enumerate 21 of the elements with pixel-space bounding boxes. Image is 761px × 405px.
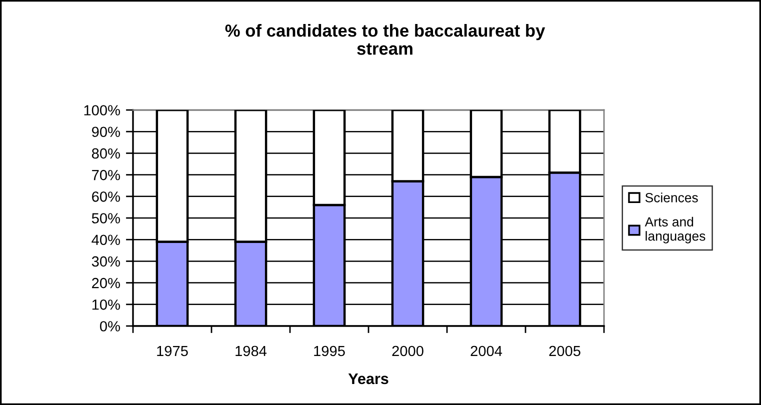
y-tick-label: 90% <box>92 126 120 138</box>
y-tick-label: 60% <box>92 192 120 202</box>
y-tick-label: 40% <box>92 234 120 246</box>
y-tick-label: 80% <box>92 148 120 159</box>
x-tick-label: 2005 <box>549 346 580 356</box>
y-tick-label: 100% <box>84 105 120 116</box>
x-tick-label: 2004 <box>470 346 502 356</box>
x-tick-label: 2000 <box>392 346 424 356</box>
legend-label: Sciences <box>645 192 698 202</box>
y-tick-label: 70% <box>92 170 120 180</box>
x-axis-title: Years <box>348 373 388 384</box>
y-tick-label: 10% <box>92 300 120 310</box>
x-tick-label: 1975 <box>157 346 188 356</box>
y-tick-label: 20% <box>92 278 120 288</box>
x-tick-label: 1984 <box>236 346 267 356</box>
y-tick-label: 50% <box>92 213 120 224</box>
legend-label: Arts and languages <box>644 216 706 244</box>
y-tick-label: 0% <box>100 321 120 332</box>
x-tick-label: 1995 <box>314 346 345 356</box>
chart-title: % of candidates to the baccalaureat by stream <box>225 24 546 55</box>
y-tick-label: 30% <box>92 256 120 267</box>
